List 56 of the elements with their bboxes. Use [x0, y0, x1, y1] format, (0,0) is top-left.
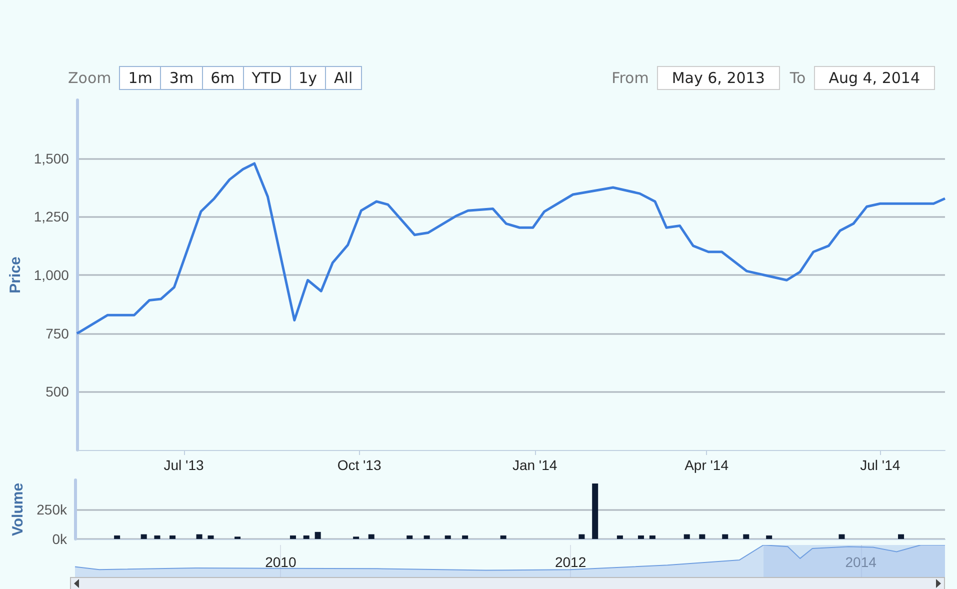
y-tick-label: 750 [46, 325, 70, 342]
x-tick-label: 2010 [265, 554, 296, 570]
text: Aug 4, 2014 [814, 66, 935, 90]
bar [699, 534, 706, 539]
text: 3m [160, 66, 203, 90]
bar [578, 534, 585, 539]
y-axis-title: Price [7, 256, 24, 294]
bar [649, 535, 656, 539]
text: May 6, 2013 [656, 66, 780, 90]
text: 1m [119, 66, 162, 90]
text: Zoom [68, 69, 112, 87]
y-tick-label: 500 [46, 384, 70, 400]
text: YTD [242, 66, 291, 90]
x-tick-label: 2014 [845, 554, 877, 570]
bar [722, 534, 728, 539]
bar [303, 535, 310, 539]
bar [140, 534, 147, 539]
y-axis-title: Volume [10, 482, 27, 536]
x-tick-label: Jan '14 [512, 457, 558, 473]
bar [592, 484, 598, 539]
bar [170, 535, 176, 539]
x-tick-label: 2012 [554, 554, 586, 570]
bar [424, 535, 430, 539]
text: 1y [290, 66, 326, 90]
x-tick-label: Apr '14 [684, 457, 729, 473]
bar [743, 534, 750, 539]
bar [406, 535, 413, 539]
bar [196, 534, 202, 539]
bar [898, 534, 904, 539]
y-tick-label: 250k [36, 502, 68, 518]
y-tick-label: 1,000 [34, 267, 70, 283]
text: To [790, 69, 806, 87]
x-tick-label: Oct '13 [337, 457, 382, 473]
bar [368, 534, 374, 539]
bar [314, 532, 321, 539]
text: All [325, 66, 362, 90]
text: 6m [202, 66, 244, 90]
line-series [76, 162, 946, 335]
bar [462, 535, 468, 539]
bar [114, 535, 120, 539]
x-tick-label: Jul '14 [860, 457, 900, 473]
y-tick-label: 0k [52, 531, 68, 547]
bar [290, 535, 296, 539]
bar [638, 535, 644, 539]
bar [154, 535, 160, 539]
bar [616, 535, 623, 539]
y-tick-label: 1,250 [34, 208, 70, 225]
y-tick-label: 1,500 [34, 150, 70, 166]
bar [444, 535, 451, 539]
bar [684, 534, 690, 539]
x-tick-label: Jul '13 [164, 457, 204, 473]
bar [838, 534, 845, 539]
bar [766, 535, 772, 539]
bar [500, 535, 506, 539]
bar [208, 535, 214, 539]
text: From [612, 69, 649, 87]
